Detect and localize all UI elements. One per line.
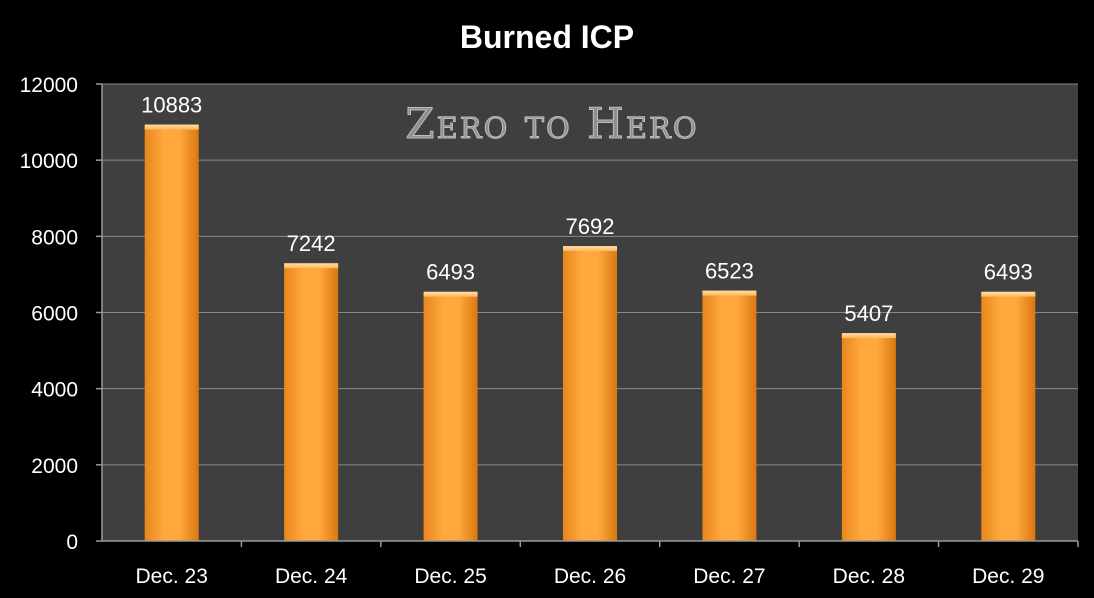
bar xyxy=(423,291,478,541)
x-tick-label: Dec. 27 xyxy=(693,565,765,588)
y-axis-ticks: 0 2000 4000 6000 8000 10000 12000 xyxy=(20,74,102,554)
bar-body xyxy=(563,248,617,542)
bar-top-cap xyxy=(981,291,1036,297)
y-tick-label: 10000 xyxy=(20,150,78,173)
data-label: 6493 xyxy=(426,260,475,285)
bar xyxy=(563,246,617,542)
y-tick-label: 8000 xyxy=(31,226,78,249)
bar-top-cap xyxy=(563,246,617,252)
bar-body xyxy=(423,293,478,541)
bar xyxy=(702,290,757,541)
bar-body xyxy=(981,293,1036,541)
bar xyxy=(284,263,339,541)
data-label: 6493 xyxy=(984,260,1033,285)
x-tick-label: Dec. 25 xyxy=(414,565,486,588)
bar-top-cap xyxy=(702,290,757,296)
y-tick-label: 0 xyxy=(66,531,78,554)
bar-top-cap xyxy=(841,333,896,339)
bars xyxy=(144,124,1036,542)
x-tick-label: Dec. 24 xyxy=(275,565,348,588)
bar-body xyxy=(841,335,896,541)
bar-body xyxy=(144,126,199,541)
bar xyxy=(841,333,896,541)
y-tick-label: 6000 xyxy=(31,303,78,326)
x-axis-ticks: Dec. 23 Dec. 24 Dec. 25 Dec. 26 Dec. 27 Dec. … xyxy=(136,541,1079,588)
bar-top-cap xyxy=(144,124,199,130)
bar-top-cap xyxy=(284,263,339,269)
data-label: 10883 xyxy=(141,93,202,118)
x-tick-label: Dec. 23 xyxy=(136,565,208,588)
data-label: 7242 xyxy=(287,231,336,256)
x-tick-label: Dec. 29 xyxy=(972,565,1044,588)
data-label: 5407 xyxy=(844,301,893,326)
bar-top-cap xyxy=(423,291,478,297)
x-tick-label: Dec. 26 xyxy=(554,565,626,588)
y-tick-label: 12000 xyxy=(20,74,78,97)
x-tick-label: Dec. 28 xyxy=(833,565,905,588)
data-label: 6523 xyxy=(705,259,754,284)
data-label: 7692 xyxy=(566,214,615,239)
bar xyxy=(144,124,199,541)
chart-title: Burned ICP xyxy=(460,19,634,55)
data-labels: 10883 7242 6493 7692 6523 5407 6493 xyxy=(141,93,1033,327)
bar xyxy=(981,291,1036,541)
bar-body xyxy=(284,265,339,541)
y-tick-label: 2000 xyxy=(31,455,78,478)
y-tick-label: 4000 xyxy=(31,379,78,402)
watermark: Zero to Hero xyxy=(405,99,698,148)
bar-body xyxy=(702,292,757,541)
